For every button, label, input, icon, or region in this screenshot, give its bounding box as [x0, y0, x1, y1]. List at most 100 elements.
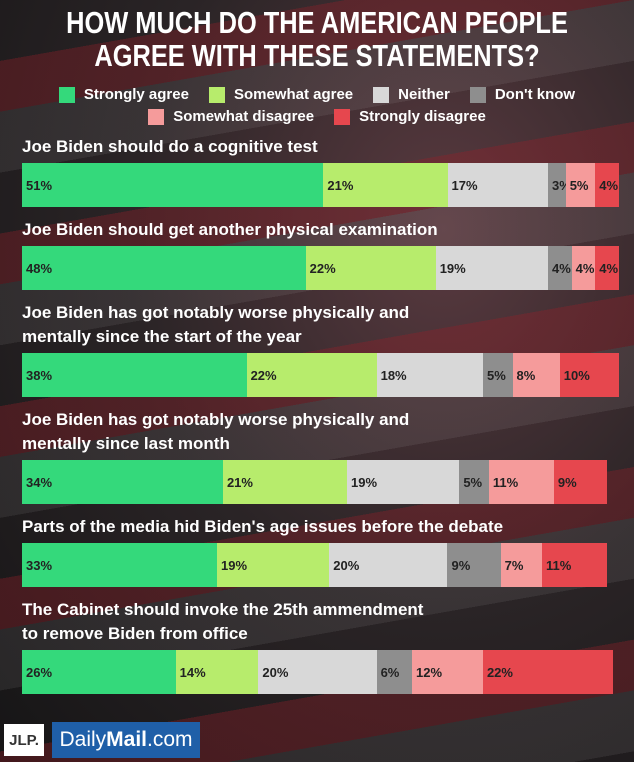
value-label: 21%: [327, 177, 354, 193]
value-label: 33%: [26, 557, 53, 573]
category-label: Parts of the media hid Biden's age issue…: [22, 517, 504, 536]
legend-item: Somewhat agree: [208, 85, 354, 104]
value-label: 38%: [26, 367, 53, 383]
bar-track: 38% 22% 18% 5% 8% 10%: [22, 353, 622, 397]
legend-swatch: [334, 108, 351, 125]
bar-track: 34% 21% 19% 5% 11% 9%: [22, 460, 622, 504]
value-label: 7%: [504, 557, 524, 573]
bar-segment: 33%: [22, 543, 218, 587]
bar-segment: 48%: [22, 246, 306, 290]
bar-segment: 7%: [500, 543, 543, 587]
value-label: 11%: [546, 557, 572, 573]
value-label: 19%: [221, 557, 248, 573]
value-label: 5%: [463, 474, 483, 490]
category-label: Joe Biden has got notably worse physical…: [22, 410, 410, 429]
bar-segment: 5%: [482, 353, 513, 397]
bar-segment: 11%: [542, 543, 608, 587]
legend-label: Somewhat disagree: [173, 108, 315, 125]
legend-label: Strongly disagree: [359, 108, 486, 125]
bar-segment: 19%: [217, 543, 330, 587]
bar-segment: 34%: [22, 460, 223, 504]
value-label: 9%: [557, 474, 577, 490]
bar-segment: 21%: [323, 163, 448, 207]
value-label: 21%: [226, 474, 253, 490]
bar-segment: 26%: [22, 650, 176, 694]
jlp-logo: JLP.: [4, 724, 44, 756]
chart-title: HOW MUCH DO THE AMERICAN PEOPLE AGREE WIT…: [0, 6, 634, 72]
value-label: 51%: [26, 177, 53, 193]
bar-segment: 5%: [459, 460, 489, 504]
value-label: 5%: [569, 177, 589, 193]
legend-label: Somewhat agree: [233, 86, 354, 103]
value-label: 22%: [250, 367, 277, 383]
bar-segment: 21%: [222, 460, 348, 504]
title-line: HOW MUCH DO THE AMERICAN PEOPLE: [66, 5, 568, 40]
bar-segment: 8%: [512, 353, 560, 397]
legend-label: Strongly agree: [83, 86, 189, 103]
bar-track: 26% 14% 20% 6% 12% 22%: [22, 650, 622, 694]
value-label: 4%: [599, 260, 619, 276]
value-label: 34%: [26, 474, 53, 490]
category-label: mentally since the start of the year: [22, 327, 302, 346]
bar-segment: 10%: [559, 353, 619, 397]
value-label: 14%: [179, 664, 206, 680]
bar-segment: 4%: [571, 246, 596, 290]
value-label: 12%: [416, 664, 443, 680]
bar-segment: 20%: [329, 543, 448, 587]
legend-item: Neither: [373, 85, 450, 104]
legend: Strongly agree Somewhat agree Neither Don't…: [27, 85, 607, 129]
legend-label: Don't know: [494, 86, 576, 103]
bar-segment: 18%: [376, 353, 483, 397]
row: Joe Biden should get another physical ex…: [22, 218, 622, 290]
value-label: 20%: [262, 664, 289, 680]
title-line: AGREE WITH THESE STATEMENTS?: [94, 38, 540, 73]
bar-segment: 22%: [246, 353, 377, 397]
value-label: 26%: [26, 664, 53, 680]
bar-segment: 4%: [595, 246, 619, 290]
bar-track: 51% 21% 17% 3% 5% 4%: [22, 163, 622, 207]
value-label: 22%: [486, 664, 513, 680]
legend-swatch: [208, 86, 225, 103]
logo-part: Mail: [106, 728, 147, 751]
bar-segment: 38%: [22, 353, 247, 397]
bar-segment: 19%: [347, 460, 460, 504]
category-label: Joe Biden should do a cognitive test: [22, 137, 318, 156]
value-label: 19%: [439, 260, 466, 276]
bar-segment: 4%: [595, 163, 619, 207]
legend-item: Strongly agree: [58, 85, 189, 104]
value-label: 9%: [451, 557, 471, 573]
bar-segment: 4%: [547, 246, 572, 290]
row: The Cabinet should invoke the 25th ammen…: [22, 598, 622, 694]
bar-segment: 17%: [447, 163, 548, 207]
bar-track: 48% 22% 19% 4% 4% 4%: [22, 246, 622, 290]
value-label: 20%: [333, 557, 360, 573]
bar-segment: 9%: [447, 543, 501, 587]
category-label: mentally since last month: [22, 434, 230, 453]
bar-segment: 5%: [565, 163, 596, 207]
bar-segment: 22%: [305, 246, 436, 290]
dailymail-logo: Daily Mail .com: [52, 722, 200, 758]
bar-segment: 6%: [376, 650, 413, 694]
value-label: 4%: [599, 177, 619, 193]
value-label: 6%: [380, 664, 400, 680]
logo-part: Daily: [59, 728, 107, 751]
bar-segment: 14%: [175, 650, 259, 694]
value-label: 4%: [575, 260, 595, 276]
bar-segment: 51%: [22, 163, 324, 207]
legend-item: Don't know: [469, 85, 576, 104]
value-label: 19%: [351, 474, 378, 490]
value-label: 8%: [516, 367, 536, 383]
value-label: 10%: [563, 367, 590, 383]
legend-swatch: [148, 108, 165, 125]
bar-segment: 9%: [553, 460, 608, 504]
category-label: to remove Biden from office: [22, 624, 248, 643]
value-label: 18%: [380, 367, 407, 383]
row: Joe Biden has got notably worse physical…: [22, 408, 622, 504]
value-label: 4%: [551, 260, 571, 276]
bar-segment: 22%: [482, 650, 613, 694]
legend-label: Neither: [398, 86, 450, 103]
logo-part: .com: [147, 728, 193, 751]
value-label: 5%: [486, 367, 506, 383]
legend-swatch: [373, 86, 390, 103]
legend-swatch: [58, 86, 75, 103]
